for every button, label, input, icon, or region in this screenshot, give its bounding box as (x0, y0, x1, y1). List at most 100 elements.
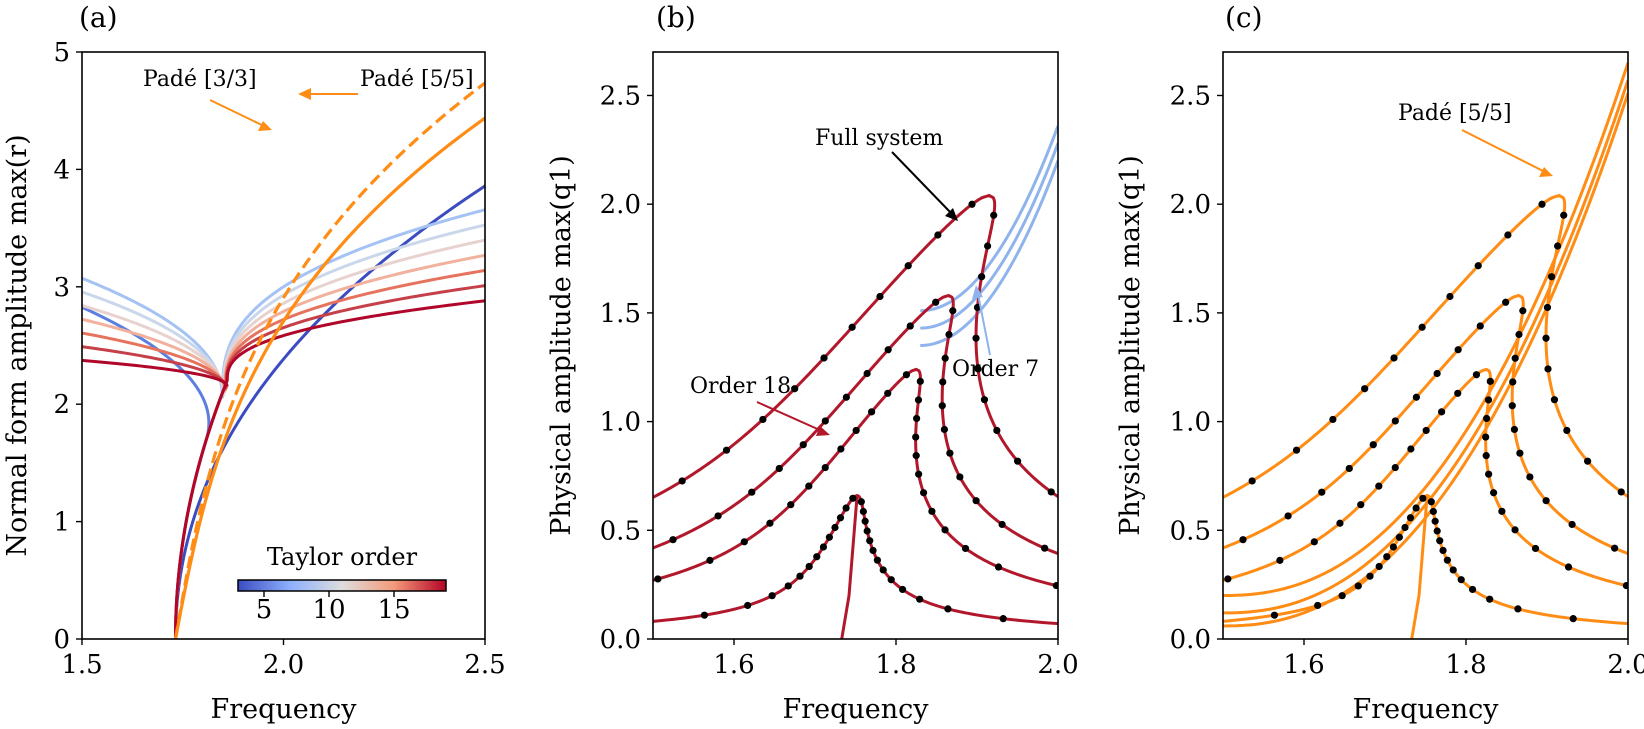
panel-b-full-system-marker (849, 494, 857, 502)
panel-c-full-system-marker (1509, 378, 1517, 386)
panel-b-xlabel: Frequency (782, 694, 929, 725)
panel-b-full-system-marker (852, 426, 860, 435)
panel-c-full-system-marker (1318, 488, 1326, 496)
panel-b-frc-line-4 (653, 193, 1058, 500)
line-taylor-order-19-left (82, 358, 229, 387)
panel-b-full-system-marker (791, 385, 799, 393)
line-pade-5-5 (173, 116, 485, 639)
panel-c-ylabel: Physical amplitude max(q1) (1115, 155, 1146, 536)
panel-b-frc-line-3 (653, 293, 1058, 556)
panel-b-full-system-marker (998, 520, 1006, 529)
panel-b-full-system-marker (619, 508, 626, 515)
panel-a-ytick-label: 1 (53, 508, 70, 538)
panel-c-plot-area (490, 62, 1628, 639)
panel-c-full-system-marker (1375, 482, 1383, 490)
panel-c-full-system-marker (1418, 323, 1426, 331)
panel-c-frame (1222, 51, 1629, 640)
panel-c-full-system-marker (1338, 592, 1346, 600)
panel-b-full-system-marker (861, 517, 869, 525)
panel-c-full-system-marker (1248, 477, 1256, 485)
panel-b-ytick-label: 2.5 (600, 81, 641, 111)
panel-c-full-system-marker (1584, 457, 1592, 465)
annot-order-7: Order 7 (952, 357, 1039, 382)
panel-b-full-system-marker (914, 396, 923, 404)
panel-b-full-system-marker (972, 334, 980, 342)
panel-c-full-system-marker (889, 612, 896, 619)
panel-b-full-system-marker (902, 371, 911, 379)
panel-b-full-system-marker (916, 595, 924, 603)
panel-b-full-system-marker (913, 414, 921, 423)
panel-c-full-system-marker (1391, 417, 1399, 425)
panel-c-full-system-marker (1171, 560, 1178, 567)
panel-c-full-system-marker (1617, 488, 1625, 496)
panel-b-full-system-marker (916, 377, 924, 385)
panel-c-full-system-marker (1357, 501, 1365, 509)
panel-b-full-system-marker (932, 298, 940, 306)
panel-c-full-system-marker (1564, 563, 1573, 571)
arrow-order-7-head (972, 285, 983, 299)
panel-b-ytick-label: 1.5 (600, 299, 641, 329)
panel-c-frc-line-3 (1223, 293, 1628, 556)
panel-b-full-system-marker (940, 425, 949, 434)
panel-c-full-system-marker (1336, 519, 1344, 527)
panel-b-full-system-marker (928, 507, 936, 515)
panel-c-full-system-marker (1504, 231, 1512, 239)
panel-b-full-system-marker (805, 562, 813, 571)
panel-c-full-system-marker (1483, 414, 1491, 423)
panel-c-full-system-marker (1542, 497, 1550, 505)
panel-b-full-system-marker (978, 273, 986, 281)
panel-b-full-system-marker (744, 601, 752, 610)
panel-c-full-system-marker (1498, 507, 1506, 515)
panel-c-ticks: 1.6 1.8 2.0 0.0 0.5 1.0 1.5 2.0 2.5 (1170, 81, 1644, 680)
panel-b-full-system-marker (477, 584, 484, 591)
panel-c-full-system-marker (490, 600, 497, 607)
panel-c-full-system-marker (1284, 512, 1292, 520)
panel-a-ticks: 1.5 2.0 2.5 0 1 2 3 4 5 (53, 38, 505, 680)
panel-b-full-system-marker (941, 526, 949, 534)
panel-b-full-system-marker (859, 507, 867, 516)
panel-c-full-system-marker (1510, 425, 1519, 434)
panel-c-full-system-marker (1553, 242, 1562, 250)
panel-c-xlabel: Frequency (1352, 694, 1499, 725)
panel-b-full-system-marker (912, 452, 920, 460)
panel-b-ylabel: Physical amplitude max(q1) (546, 155, 577, 536)
panel-b-full-system-marker (941, 354, 949, 362)
panel-c-full-system-marker (1438, 408, 1446, 416)
line-taylor-order-19 (174, 299, 485, 639)
panel-b-full-system-marker (990, 211, 998, 219)
panel-b-full-system-marker (759, 415, 767, 424)
panel-b-full-system-marker (912, 433, 920, 441)
panel-b-full-system-marker (842, 504, 850, 512)
panel-b-order-7-line-2 (920, 142, 1058, 330)
panel-c-full-system-marker (1383, 553, 1391, 561)
panel-b-full-system-marker (784, 582, 792, 590)
panel-b-full-system-marker (879, 566, 887, 574)
arrow-pade-55-c-head (1539, 167, 1553, 177)
panel-c-full-system-marker (1276, 556, 1284, 564)
line-taylor-order-9 (174, 223, 485, 639)
panel-b-full-system-marker (887, 576, 895, 584)
panel-b-full-system-marker (1052, 581, 1058, 590)
panel-c-full-system-marker (1366, 572, 1374, 580)
panel-c-full-system-marker (1519, 307, 1527, 315)
panel-c-full-system-marker (1130, 594, 1137, 601)
panel-c-full-system-marker (1345, 464, 1353, 473)
panel-b-full-system-marker (1156, 625, 1163, 632)
panel-b-frc-line-2 (653, 367, 1058, 588)
panel-b-label: (b) (656, 1, 696, 34)
colorbar-tick-label: 5 (256, 595, 273, 625)
panel-b-full-system-marker (946, 449, 954, 457)
panel-a-ytick-label: 3 (53, 273, 70, 303)
panel-c-full-system-marker (1457, 576, 1465, 584)
panel-c-full-system-marker (1446, 292, 1454, 301)
panel-c-full-system-marker (1433, 527, 1441, 535)
panel-c-xtick-label: 1.6 (1283, 650, 1324, 680)
panel-b-full-system-marker (919, 489, 928, 497)
panel-c-full-system-marker (1485, 470, 1493, 478)
panel-c-full-system-marker (1563, 426, 1571, 435)
panel-c-full-system-marker (1419, 494, 1427, 502)
panel-c-full-system-marker (1354, 582, 1362, 590)
panel-c-full-system-marker (1454, 346, 1462, 354)
panel-b-full-system-marker (669, 536, 677, 544)
